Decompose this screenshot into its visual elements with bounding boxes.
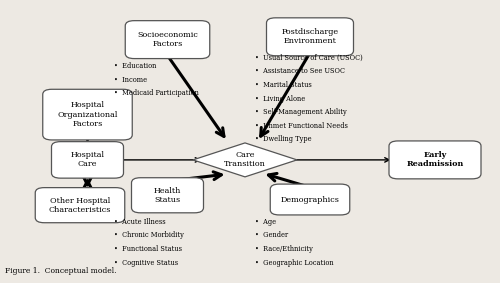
Text: Postdischarge
Environment: Postdischarge Environment — [282, 28, 339, 45]
Text: •  Assistance to See USOC: • Assistance to See USOC — [255, 67, 345, 75]
Text: •  Marital Status: • Marital Status — [255, 81, 312, 89]
Text: Care
Transition: Care Transition — [224, 151, 266, 168]
Text: Early
Readmission: Early Readmission — [406, 151, 464, 168]
Text: Hospital
Organizational
Factors: Hospital Organizational Factors — [58, 101, 118, 128]
FancyBboxPatch shape — [35, 188, 125, 223]
Text: •  Chronic Morbidity: • Chronic Morbidity — [114, 231, 184, 239]
Text: •  Acute Illness: • Acute Illness — [114, 218, 166, 226]
FancyBboxPatch shape — [270, 184, 350, 215]
Text: •  Medicaid Participation: • Medicaid Participation — [114, 89, 199, 97]
FancyBboxPatch shape — [132, 178, 204, 213]
Text: •  Self-Management Ability: • Self-Management Ability — [255, 108, 347, 116]
Text: •  Unmet Functional Needs: • Unmet Functional Needs — [255, 122, 348, 130]
Text: Other Hospital
Characteristics: Other Hospital Characteristics — [49, 197, 111, 214]
Text: •  Cognitive Status: • Cognitive Status — [114, 259, 178, 267]
Polygon shape — [193, 143, 297, 177]
Text: •  Education: • Education — [114, 62, 156, 70]
Text: •  Dwelling Type: • Dwelling Type — [255, 135, 312, 143]
Text: •  Usual Source of Care (USOC): • Usual Source of Care (USOC) — [255, 54, 363, 62]
Text: •  Gender: • Gender — [255, 231, 288, 239]
Text: •  Race/Ethnicity: • Race/Ethnicity — [255, 245, 313, 253]
Text: Hospital
Care: Hospital Care — [70, 151, 104, 168]
Text: •  Living Alone: • Living Alone — [255, 95, 305, 102]
Text: •  Age: • Age — [255, 218, 276, 226]
Text: •  Geographic Location: • Geographic Location — [255, 259, 334, 267]
FancyBboxPatch shape — [389, 141, 481, 179]
Text: •  Income: • Income — [114, 76, 147, 84]
FancyBboxPatch shape — [52, 142, 124, 178]
Text: Socioeconomic
Factors: Socioeconomic Factors — [137, 31, 198, 48]
FancyBboxPatch shape — [125, 21, 210, 59]
FancyBboxPatch shape — [266, 18, 354, 56]
Text: Demographics: Demographics — [280, 196, 340, 203]
Text: Health
Status: Health Status — [154, 187, 181, 204]
FancyBboxPatch shape — [42, 89, 132, 140]
Text: Figure 1.  Conceptual model.: Figure 1. Conceptual model. — [5, 267, 116, 275]
Text: •  Functional Status: • Functional Status — [114, 245, 182, 253]
